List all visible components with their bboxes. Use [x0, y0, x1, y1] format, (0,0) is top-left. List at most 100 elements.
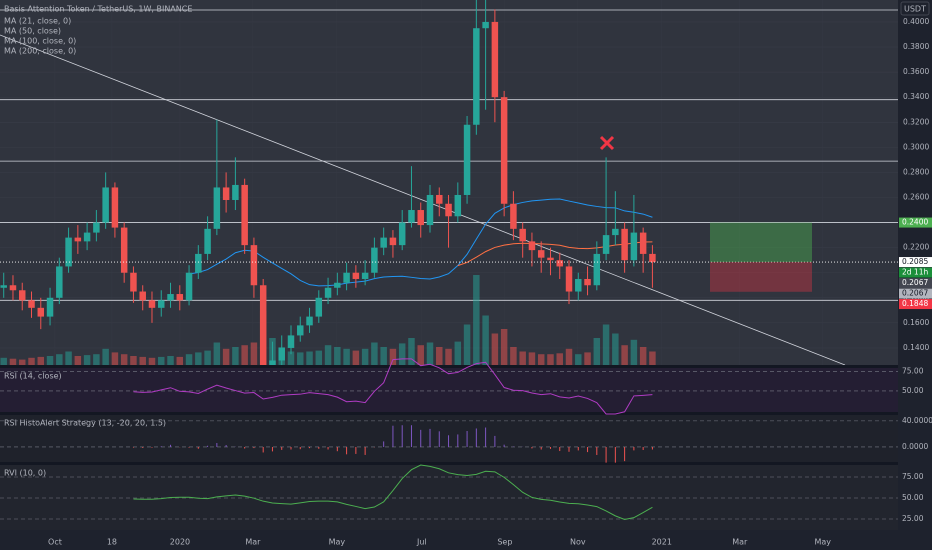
volume-bar — [306, 351, 313, 365]
candle-body — [324, 287, 332, 298]
candle-body — [176, 294, 184, 301]
volume-bar — [639, 347, 647, 365]
volume-bar — [83, 355, 91, 365]
volume-bar — [473, 275, 480, 365]
volume-bar — [575, 354, 582, 365]
x-tick-label: Nov — [570, 538, 586, 547]
volume-bar — [176, 356, 184, 365]
pane-tick-label: 40.0000 — [902, 416, 932, 425]
volume-bar — [315, 350, 323, 365]
currency-box[interactable] — [900, 1, 930, 16]
candle-body — [120, 227, 128, 273]
pane-title: RSI HistoAlert Strategy (13, -20, 20, 1.… — [4, 419, 166, 428]
x-tick-label: 2020 — [170, 538, 190, 547]
volume-bar — [185, 354, 193, 365]
candle-body — [519, 228, 526, 242]
y-tick-label: 0.2200 — [903, 243, 929, 252]
pane-tick-label: 0.0000 — [902, 442, 928, 451]
volume-bar — [547, 354, 554, 365]
volume-bar — [500, 329, 508, 365]
volume-bar — [371, 342, 378, 365]
volume-bar — [120, 354, 128, 365]
currency[interactable]: USDT — [904, 5, 926, 14]
volume-bar — [56, 354, 63, 365]
price-label-box — [899, 299, 932, 310]
time-axis — [0, 530, 898, 550]
candle-body — [436, 194, 443, 204]
indicator-legend: MA (21, close, 0) — [4, 17, 71, 26]
candle-body — [510, 203, 517, 229]
volume-bar — [584, 352, 591, 365]
candle-body — [584, 278, 591, 286]
candle-body — [612, 228, 619, 236]
volume-bar — [482, 315, 489, 365]
volume-bar — [167, 356, 174, 365]
volume-bar — [556, 353, 563, 365]
candle-body — [28, 300, 35, 308]
candle-body — [528, 241, 536, 251]
candle-body — [269, 360, 276, 365]
y-tick-label: 0.1400 — [903, 343, 929, 352]
price-label: 0.2067 — [902, 289, 928, 298]
volume-bar — [380, 347, 387, 365]
candle-body — [371, 247, 378, 273]
price-label: 0.2067 — [902, 278, 928, 287]
candle-body — [65, 237, 72, 267]
volume-bar — [649, 351, 656, 365]
volume-bar — [528, 352, 536, 365]
x-tick-label: 18 — [107, 538, 117, 547]
volume-bar — [436, 347, 443, 365]
x-tick-label: Mar — [245, 538, 261, 547]
rsi-pane — [0, 368, 898, 412]
volume-bar — [408, 338, 415, 365]
volume-bar — [398, 343, 406, 365]
candle-body — [334, 282, 341, 288]
candle-body — [649, 253, 656, 263]
pane-tick-label: 75.00 — [902, 367, 924, 376]
candle-body — [148, 300, 156, 308]
price-label-box — [899, 278, 932, 289]
volume-bar — [334, 347, 341, 365]
volume-bar — [621, 345, 628, 365]
x-tick-label: Jul — [416, 538, 427, 547]
x-tick-label: Mar — [732, 538, 748, 547]
candle-body — [213, 187, 221, 229]
x-tick-label: Oct — [48, 538, 62, 547]
candle-body — [547, 257, 554, 261]
y-tick-label: 0.3600 — [903, 67, 929, 76]
price-label-box — [899, 257, 932, 268]
price-label-box — [899, 267, 932, 278]
volume-bar — [158, 356, 165, 365]
y-tick-label: 0.2600 — [903, 192, 929, 201]
x-tick-label: May — [814, 538, 831, 547]
volume-bar — [445, 348, 452, 365]
volume-bar — [102, 348, 109, 365]
x-tick-label: May — [329, 538, 346, 547]
volume-bar — [324, 345, 332, 365]
volume-bar — [0, 357, 7, 365]
candle-body — [343, 272, 350, 283]
candle-body — [575, 278, 582, 292]
candle-body — [556, 260, 563, 267]
y-tick-label: 0.2800 — [903, 167, 929, 176]
y-tick-label: 0.3400 — [903, 92, 929, 101]
main-pane — [0, 0, 898, 365]
volume-bar — [565, 348, 573, 365]
price-label-box — [899, 217, 932, 228]
volume-bar — [510, 347, 517, 365]
volume-bar — [426, 342, 434, 365]
volume-bar — [297, 352, 304, 365]
candle-body — [83, 232, 91, 242]
candle-body — [222, 187, 230, 200]
rvi-pane — [0, 465, 898, 530]
volume-bar — [213, 342, 221, 365]
candle-body — [426, 194, 434, 226]
y-tick-label: 0.3000 — [903, 142, 929, 151]
volume-bar — [93, 354, 100, 365]
overlay — [710, 222, 812, 292]
candle-body — [593, 253, 601, 286]
volume-bar — [130, 356, 137, 365]
trend-line — [0, 34, 846, 365]
volume-bar — [602, 324, 610, 365]
